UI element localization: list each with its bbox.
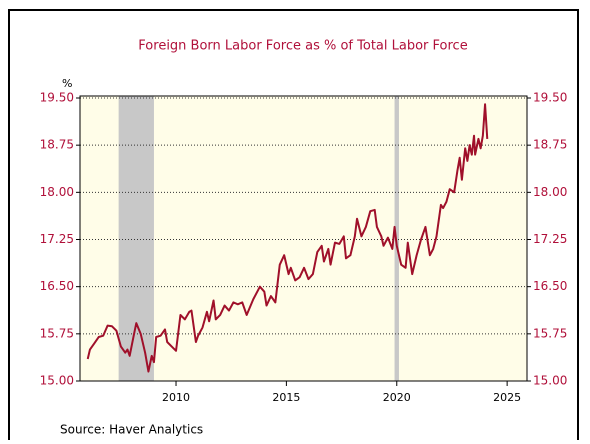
data-line	[86, 103, 489, 373]
recession-band	[118, 96, 154, 381]
y-tick-label: 15.00	[40, 374, 74, 388]
y2-tick-label: 17.25	[533, 232, 567, 246]
x-tick-label: 2020	[383, 391, 411, 404]
x-tick-label: 2015	[272, 391, 300, 404]
y-tick-label: 18.75	[40, 138, 74, 152]
y2-tick-label: 18.75	[533, 138, 567, 152]
chart-title: Foreign Born Labor Force as % of Total L…	[138, 39, 467, 54]
y2-tick-label: 15.00	[533, 374, 567, 388]
y-tick-label: 15.75	[40, 326, 74, 340]
y-unit: %	[62, 77, 72, 90]
source: Source: Haver Analytics	[60, 423, 203, 437]
y-tick-label: 16.50	[40, 279, 74, 293]
y2-tick-label: 15.75	[533, 326, 567, 340]
y2-tick-label: 18.00	[533, 185, 567, 199]
y2-tick-label: 19.50	[533, 91, 567, 105]
y-tick-label: 18.00	[40, 185, 74, 199]
y2-tick-label: 16.50	[533, 279, 567, 293]
y-tick-label: 19.50	[40, 91, 74, 105]
y-tick-label: 17.25	[40, 232, 74, 246]
x-tick-label: 2025	[493, 391, 521, 404]
x-tick-label: 2010	[162, 391, 190, 404]
plot-border	[79, 95, 528, 382]
